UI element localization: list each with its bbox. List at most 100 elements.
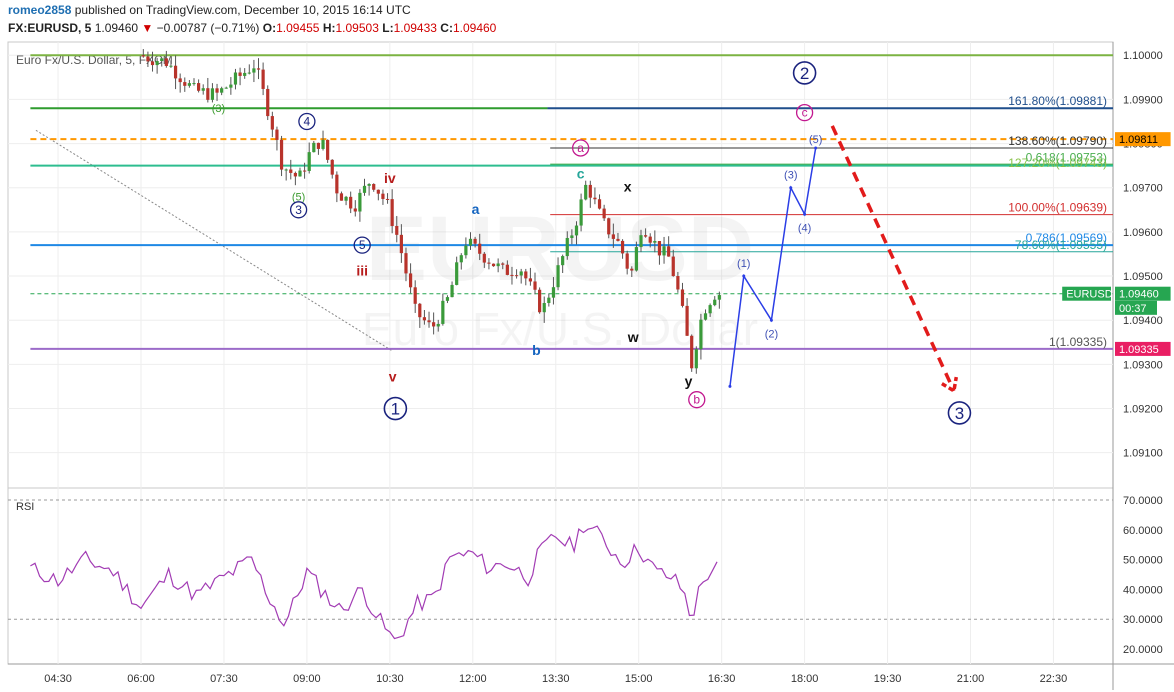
candle-body xyxy=(602,208,606,219)
symbol-label: FX:EURUSD, 5 xyxy=(8,21,92,35)
close-label: C: xyxy=(440,21,453,35)
candle-body xyxy=(432,322,436,327)
wave-label: iv xyxy=(384,170,396,186)
candle-body xyxy=(574,225,579,236)
projection-point xyxy=(789,186,793,190)
low-value: 1.09433 xyxy=(393,21,437,35)
candle-body xyxy=(680,289,685,306)
candle-body xyxy=(390,199,394,226)
candle-body xyxy=(418,303,422,318)
candle-body xyxy=(220,88,224,93)
time-tick-label: 07:30 xyxy=(210,673,238,685)
candle-body xyxy=(644,235,648,237)
wave-label: v xyxy=(389,369,397,385)
candle-body xyxy=(169,65,173,67)
candle-body xyxy=(671,256,675,277)
candle-body xyxy=(450,284,454,298)
fib-label: 161.80%(1.09881) xyxy=(1008,94,1107,108)
wave-label: c xyxy=(577,165,585,181)
candle-body xyxy=(413,287,417,304)
candle-body xyxy=(436,323,440,327)
candle-body xyxy=(381,193,385,199)
wave-label: (2) xyxy=(765,328,778,340)
candle-body xyxy=(533,281,537,290)
wave-label: b xyxy=(693,393,700,407)
candle-body xyxy=(146,56,150,62)
fib-label: 138.60%(1.09790) xyxy=(1008,134,1107,148)
candle-body xyxy=(197,83,201,91)
candle-body xyxy=(164,58,168,66)
candle-body xyxy=(653,241,657,243)
candle-body xyxy=(395,225,399,235)
candle-body xyxy=(155,61,159,66)
published-text: published on TradingView.com, December 1… xyxy=(74,3,411,17)
candle-body xyxy=(524,271,528,279)
price-tag-label: 00:37 xyxy=(1119,303,1147,315)
price-tag-label: 1.09460 xyxy=(1119,289,1159,301)
candle-body xyxy=(538,289,542,313)
candle-body xyxy=(229,84,233,88)
rsi-title: RSI xyxy=(16,501,34,513)
candle-body xyxy=(473,238,477,244)
wave-label: (5) xyxy=(809,134,822,146)
candle-body xyxy=(607,218,611,235)
open-label: O: xyxy=(262,21,277,35)
candle-body xyxy=(676,276,680,290)
price-tag xyxy=(1115,286,1171,301)
price-tick-label: 1.09500 xyxy=(1123,271,1163,283)
candle-body xyxy=(289,169,293,173)
candle-body xyxy=(367,184,371,186)
candle-body xyxy=(215,88,219,93)
price-tag xyxy=(1115,341,1171,356)
candle-body xyxy=(312,142,316,153)
wave-label: 1 xyxy=(391,400,400,419)
wave-label: (5) xyxy=(292,192,305,204)
candle-body xyxy=(597,199,602,209)
candle-body xyxy=(187,83,191,86)
candle-body xyxy=(588,184,592,198)
candle-body xyxy=(183,82,187,86)
candle-body xyxy=(298,170,302,177)
wave-label-circle xyxy=(353,236,371,254)
wave-label: b xyxy=(532,342,541,358)
time-tick-label: 09:00 xyxy=(293,673,321,685)
price-tag-label: EURUSD xyxy=(1066,289,1113,301)
candle-body xyxy=(703,313,708,320)
candle-body xyxy=(316,142,321,149)
price-tick-label: 1.09300 xyxy=(1123,359,1163,371)
candle-body xyxy=(247,72,251,74)
candle-body xyxy=(302,170,307,172)
price-tick-label: 1.09900 xyxy=(1123,94,1163,106)
wave-label-circle xyxy=(792,61,817,85)
candle-body xyxy=(620,240,625,254)
rsi-tick-label: 30.0000 xyxy=(1123,614,1163,626)
candle-body xyxy=(330,159,334,175)
candle-body xyxy=(468,238,473,246)
projection-point xyxy=(803,212,807,216)
candle-body xyxy=(542,302,546,313)
candle-body xyxy=(150,61,155,66)
candle-body xyxy=(510,274,514,276)
candle-body xyxy=(616,238,620,241)
candle-body xyxy=(496,263,500,267)
candle-body xyxy=(667,246,671,257)
candle-body xyxy=(694,349,698,369)
high-value: 1.09503 xyxy=(335,21,379,35)
candle-body xyxy=(160,58,164,62)
fib-label: 127.20%(1.09743) xyxy=(1008,156,1107,170)
candle-body xyxy=(238,72,242,76)
candle-body xyxy=(708,305,712,314)
candle-body xyxy=(201,88,205,91)
candle-body xyxy=(717,295,721,300)
price-tick-label: 1.09700 xyxy=(1123,183,1163,195)
candle-body xyxy=(639,235,643,248)
projection-path xyxy=(729,147,817,387)
wave-label: 5 xyxy=(359,238,366,252)
candle-body xyxy=(266,88,270,117)
author-name[interactable]: romeo2858 xyxy=(8,3,72,17)
projection-point xyxy=(728,384,732,388)
candle-body xyxy=(210,88,215,100)
candle-body xyxy=(206,88,210,100)
price-tick-label: 1.09600 xyxy=(1123,227,1163,239)
